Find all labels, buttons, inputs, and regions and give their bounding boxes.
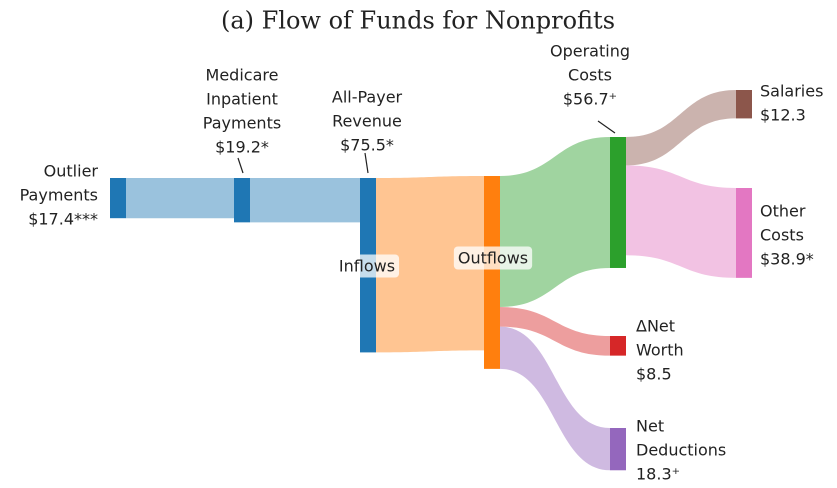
node-label: Costs (568, 66, 612, 85)
value-label: $19.2* (215, 138, 269, 157)
node-label: Payments (203, 114, 281, 133)
link (626, 165, 736, 278)
node-tag: Inflows (334, 254, 400, 278)
node-label: Operating (550, 42, 630, 61)
node (736, 90, 752, 119)
node-label: All-Payer (332, 88, 403, 107)
link (250, 178, 360, 223)
node (610, 428, 626, 471)
node-tag: Outflows (453, 246, 533, 270)
node-label: Outlier (44, 162, 99, 181)
node-label: Costs (760, 226, 804, 245)
node (610, 336, 626, 356)
link (376, 176, 484, 353)
tag-label: Outflows (458, 249, 528, 268)
value-label: $75.5* (340, 136, 394, 155)
node-label: Other (760, 202, 806, 221)
value-label: $17.4*** (28, 210, 98, 229)
node-label: Medicare (206, 66, 279, 85)
tag-label: Inflows (339, 257, 395, 276)
node-label: Payments (20, 186, 98, 205)
link (500, 306, 610, 356)
value-label: 18.3⁺ (636, 465, 680, 484)
node (484, 176, 500, 369)
link (500, 326, 610, 471)
value-label: $56.7⁺ (563, 90, 617, 109)
node (110, 178, 126, 219)
value-label: $38.9* (760, 250, 814, 269)
link (126, 178, 234, 219)
node (736, 188, 752, 278)
node-label: Deductions (636, 441, 726, 460)
node (234, 178, 250, 223)
node-label: Salaries (760, 82, 823, 101)
value-label: $12.3 (760, 106, 806, 125)
link (626, 90, 736, 166)
node-label: Inpatient (206, 90, 278, 109)
leader-line (597, 120, 616, 134)
tag-background (334, 254, 400, 278)
chart-title: (a) Flow of Funds for Nonprofits (221, 7, 615, 35)
node (610, 137, 626, 268)
tag-background (453, 246, 533, 270)
node-label: ΔNet (636, 317, 675, 336)
node-label: Worth (636, 341, 684, 360)
leader-line (237, 157, 244, 174)
node-label: Net (636, 417, 664, 436)
link (500, 137, 610, 307)
leader-line (364, 152, 369, 174)
node-label: Revenue (332, 112, 402, 131)
value-label: $8.5 (636, 365, 672, 384)
